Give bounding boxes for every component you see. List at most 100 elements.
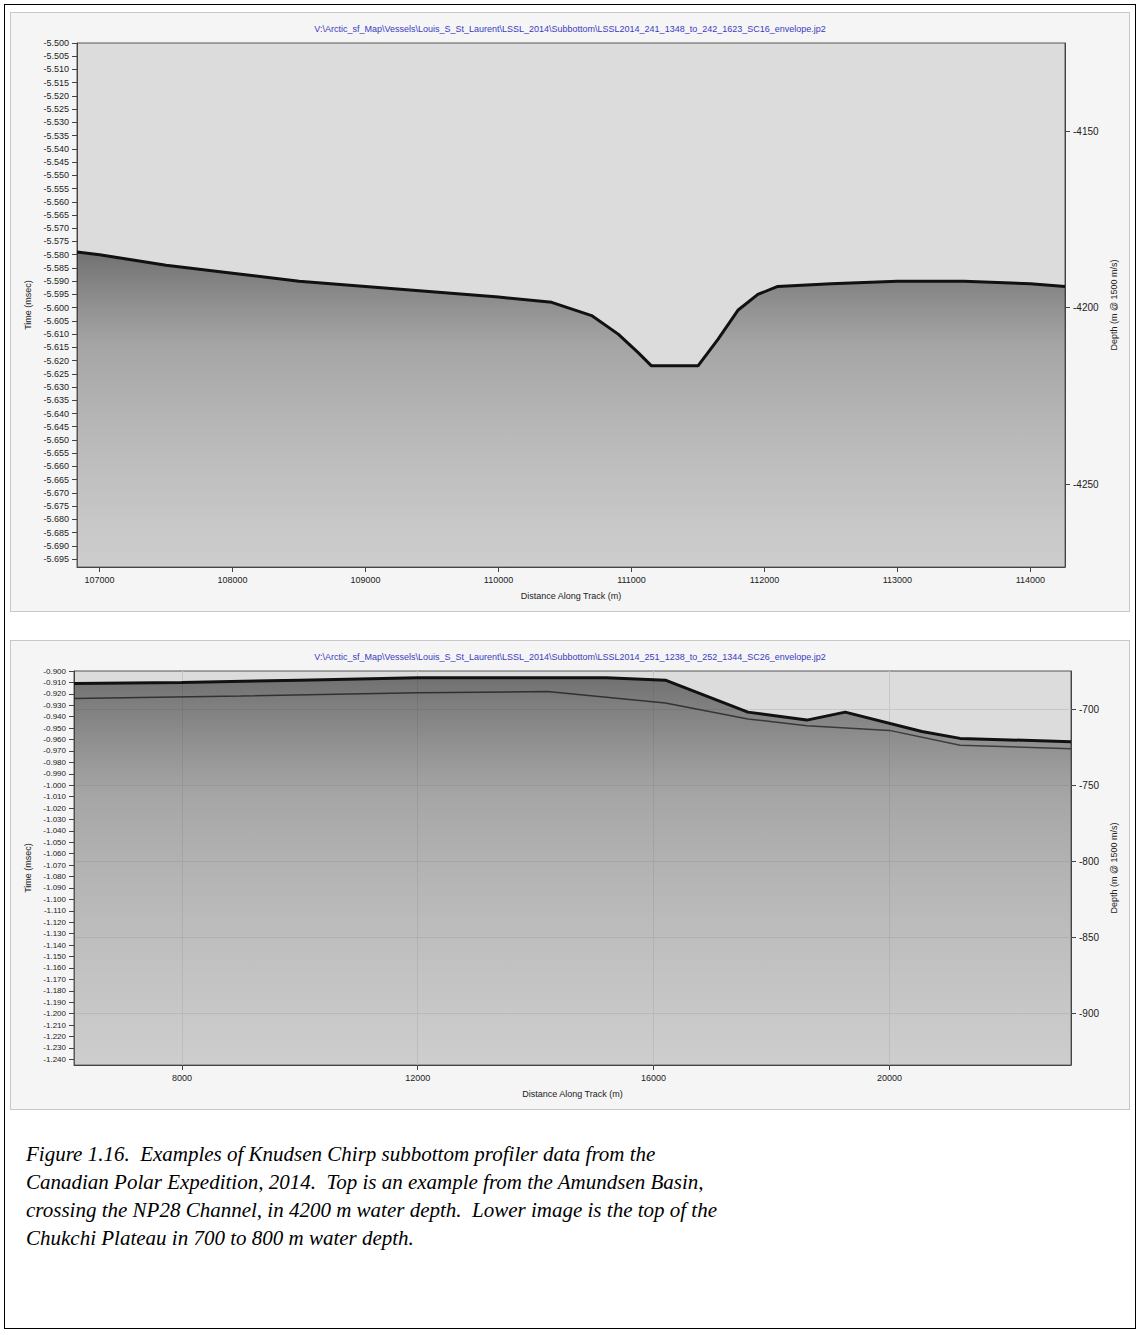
svg-text:-5.585: -5.585	[43, 263, 69, 273]
svg-text:-1.090: -1.090	[43, 883, 66, 892]
svg-text:-4200: -4200	[1073, 302, 1099, 313]
svg-text:-5.650: -5.650	[43, 435, 69, 445]
svg-text:-5.500: -5.500	[43, 38, 69, 48]
svg-text:20000: 20000	[877, 1073, 902, 1083]
svg-text:-1.070: -1.070	[43, 861, 66, 870]
svg-text:Time (msec): Time (msec)	[23, 280, 33, 330]
svg-text:-1.160: -1.160	[43, 963, 66, 972]
svg-text:-5.545: -5.545	[43, 157, 69, 167]
svg-text:-1.150: -1.150	[43, 952, 66, 961]
svg-text:-5.515: -5.515	[43, 78, 69, 88]
svg-text:112000: 112000	[750, 575, 779, 585]
svg-text:Distance Along Track (m): Distance Along Track (m)	[522, 1089, 623, 1099]
svg-text:V:\Arctic_sf_Map\Vessels\Louis: V:\Arctic_sf_Map\Vessels\Louis_S_St_Laur…	[314, 652, 826, 662]
svg-text:-5.540: -5.540	[43, 144, 69, 154]
svg-text:-1.230: -1.230	[43, 1043, 66, 1052]
svg-text:-5.600: -5.600	[43, 303, 69, 313]
svg-text:-5.680: -5.680	[43, 514, 69, 524]
svg-text:109000: 109000	[351, 575, 381, 585]
svg-text:-900: -900	[1079, 1008, 1099, 1019]
svg-text:-1.110: -1.110	[44, 906, 67, 915]
svg-text:-5.615: -5.615	[43, 342, 69, 352]
svg-text:-5.675: -5.675	[43, 501, 69, 511]
svg-text:-0.980: -0.980	[43, 758, 66, 767]
svg-text:-0.920: -0.920	[43, 689, 66, 698]
svg-text:-5.660: -5.660	[43, 461, 69, 471]
svg-text:-1.020: -1.020	[43, 804, 66, 813]
svg-text:-1.240: -1.240	[43, 1055, 66, 1064]
svg-text:-5.605: -5.605	[43, 316, 69, 326]
svg-text:-5.620: -5.620	[43, 356, 69, 366]
svg-text:8000: 8000	[172, 1073, 192, 1083]
svg-text:-1.210: -1.210	[43, 1021, 66, 1030]
svg-text:Distance Along Track (m): Distance Along Track (m)	[521, 591, 622, 601]
svg-text:-5.565: -5.565	[43, 210, 69, 220]
svg-text:110000: 110000	[484, 575, 513, 585]
svg-text:Depth (m @ 1500 m/s): Depth (m @ 1500 m/s)	[1109, 822, 1119, 913]
svg-text:-5.665: -5.665	[43, 475, 69, 485]
svg-text:-1.080: -1.080	[43, 872, 66, 881]
svg-text:113000: 113000	[883, 575, 912, 585]
svg-text:-5.635: -5.635	[43, 395, 69, 405]
svg-text:-5.690: -5.690	[43, 541, 69, 551]
svg-text:-5.695: -5.695	[43, 554, 69, 564]
svg-text:-0.900: -0.900	[43, 667, 66, 676]
svg-text:-800: -800	[1079, 856, 1099, 867]
svg-text:-700: -700	[1079, 704, 1099, 715]
svg-text:-5.590: -5.590	[43, 276, 69, 286]
svg-text:-5.580: -5.580	[43, 250, 69, 260]
svg-text:-0.930: -0.930	[43, 701, 66, 710]
svg-text:-1.140: -1.140	[43, 941, 66, 950]
svg-text:108000: 108000	[218, 575, 248, 585]
svg-text:-5.510: -5.510	[43, 64, 69, 74]
svg-text:114000: 114000	[1016, 575, 1045, 585]
svg-text:-5.645: -5.645	[43, 422, 69, 432]
svg-text:-5.520: -5.520	[43, 91, 69, 101]
svg-text:-5.595: -5.595	[43, 289, 69, 299]
svg-text:-5.555: -5.555	[43, 184, 69, 194]
svg-text:-1.010: -1.010	[43, 792, 66, 801]
svg-text:-5.640: -5.640	[43, 409, 69, 419]
svg-text:V:\Arctic_sf_Map\Vessels\Louis: V:\Arctic_sf_Map\Vessels\Louis_S_St_Laur…	[314, 24, 826, 34]
svg-text:-5.685: -5.685	[43, 528, 69, 538]
svg-text:-5.575: -5.575	[43, 236, 69, 246]
svg-text:-1.100: -1.100	[43, 895, 66, 904]
svg-text:111000: 111000	[617, 575, 646, 585]
svg-text:-1.220: -1.220	[43, 1032, 66, 1041]
svg-text:-0.950: -0.950	[43, 724, 66, 733]
svg-text:12000: 12000	[405, 1073, 430, 1083]
svg-text:-4250: -4250	[1073, 479, 1099, 490]
svg-text:-5.525: -5.525	[43, 104, 69, 114]
svg-text:-1.050: -1.050	[43, 838, 66, 847]
svg-text:-5.505: -5.505	[43, 51, 69, 61]
svg-text:-1.180: -1.180	[43, 986, 66, 995]
svg-text:-1.000: -1.000	[43, 781, 66, 790]
svg-text:-1.170: -1.170	[43, 975, 66, 984]
svg-text:-0.910: -0.910	[43, 678, 66, 687]
svg-text:-850: -850	[1079, 932, 1099, 943]
svg-text:-5.570: -5.570	[43, 223, 69, 233]
svg-text:-1.200: -1.200	[43, 1009, 66, 1018]
svg-text:-5.535: -5.535	[43, 131, 69, 141]
svg-text:-1.060: -1.060	[43, 849, 66, 858]
svg-text:-0.970: -0.970	[43, 746, 66, 755]
svg-text:Depth (m @ 1500 m/s): Depth (m @ 1500 m/s)	[1109, 259, 1119, 350]
svg-text:-5.550: -5.550	[43, 170, 69, 180]
svg-text:-5.630: -5.630	[43, 382, 69, 392]
svg-text:-1.120: -1.120	[43, 918, 66, 927]
svg-text:-4150: -4150	[1073, 126, 1099, 137]
svg-text:-5.625: -5.625	[43, 369, 69, 379]
svg-text:-750: -750	[1079, 780, 1099, 791]
svg-text:107000: 107000	[85, 575, 115, 585]
svg-text:-5.670: -5.670	[43, 488, 69, 498]
svg-text:-1.030: -1.030	[43, 815, 66, 824]
svg-text:-0.990: -0.990	[43, 769, 66, 778]
svg-text:16000: 16000	[641, 1073, 666, 1083]
svg-text:-5.655: -5.655	[43, 448, 69, 458]
svg-text:Time (msec): Time (msec)	[23, 843, 33, 893]
svg-text:-1.190: -1.190	[43, 998, 66, 1007]
svg-text:-5.530: -5.530	[43, 117, 69, 127]
svg-text:-1.130: -1.130	[43, 929, 66, 938]
svg-text:-0.940: -0.940	[43, 712, 66, 721]
svg-text:-5.610: -5.610	[43, 329, 69, 339]
